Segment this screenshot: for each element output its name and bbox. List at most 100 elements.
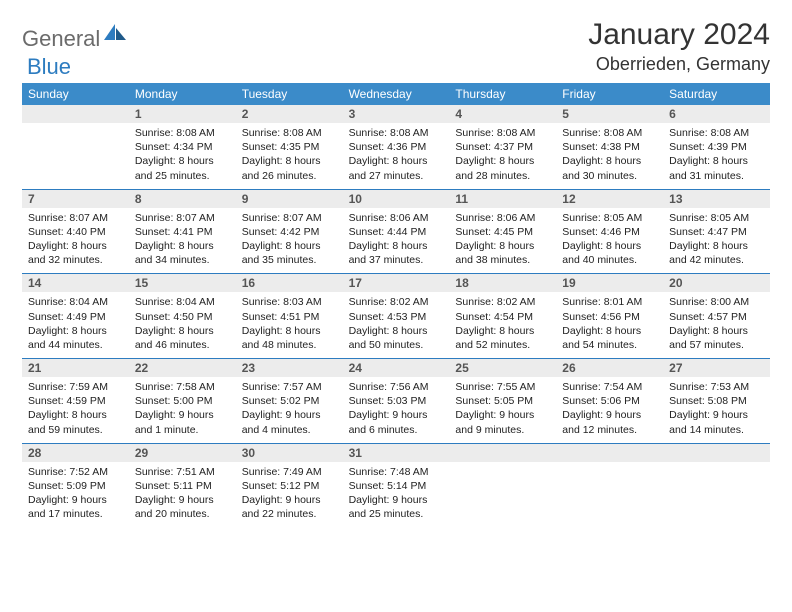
day-detail-line: Sunrise: 8:08 AM	[562, 126, 657, 140]
calendar-day-cell: 17Sunrise: 8:02 AMSunset: 4:53 PMDayligh…	[343, 274, 450, 358]
day-detail-line: Sunset: 5:11 PM	[135, 479, 230, 493]
day-detail-line: and 44 minutes.	[28, 338, 123, 352]
day-detail-line: Sunrise: 7:51 AM	[135, 465, 230, 479]
calendar-week-row: 14Sunrise: 8:04 AMSunset: 4:49 PMDayligh…	[22, 273, 770, 358]
day-detail-line: Sunrise: 7:55 AM	[455, 380, 550, 394]
day-number: 10	[343, 190, 450, 208]
calendar-day-cell: 16Sunrise: 8:03 AMSunset: 4:51 PMDayligh…	[236, 274, 343, 358]
day-detail-line: and 32 minutes.	[28, 253, 123, 267]
day-detail-line: and 9 minutes.	[455, 423, 550, 437]
day-number: 5	[556, 105, 663, 123]
day-number: 27	[663, 359, 770, 377]
calendar-day-cell: 19Sunrise: 8:01 AMSunset: 4:56 PMDayligh…	[556, 274, 663, 358]
day-detail-line: Sunset: 5:14 PM	[349, 479, 444, 493]
day-number: 4	[449, 105, 556, 123]
calendar-day-cell: 23Sunrise: 7:57 AMSunset: 5:02 PMDayligh…	[236, 359, 343, 443]
day-details: Sunrise: 8:06 AMSunset: 4:44 PMDaylight:…	[343, 208, 450, 274]
day-detail-line: Sunrise: 8:00 AM	[669, 295, 764, 309]
day-number	[663, 444, 770, 462]
day-detail-line: Sunset: 4:36 PM	[349, 140, 444, 154]
calendar-day-cell	[556, 444, 663, 528]
day-detail-line: Sunrise: 8:06 AM	[455, 211, 550, 225]
calendar-week-row: 21Sunrise: 7:59 AMSunset: 4:59 PMDayligh…	[22, 358, 770, 443]
day-detail-line: Sunrise: 8:02 AM	[349, 295, 444, 309]
calendar-day-cell: 5Sunrise: 8:08 AMSunset: 4:38 PMDaylight…	[556, 105, 663, 189]
calendar-day-cell: 18Sunrise: 8:02 AMSunset: 4:54 PMDayligh…	[449, 274, 556, 358]
day-detail-line: Sunset: 4:53 PM	[349, 310, 444, 324]
day-number	[556, 444, 663, 462]
day-detail-line: Sunset: 5:08 PM	[669, 394, 764, 408]
day-detail-line: and 1 minute.	[135, 423, 230, 437]
day-detail-line: Sunrise: 8:08 AM	[242, 126, 337, 140]
calendar-day-cell	[449, 444, 556, 528]
day-details: Sunrise: 7:53 AMSunset: 5:08 PMDaylight:…	[663, 377, 770, 443]
day-detail-line: Sunset: 4:46 PM	[562, 225, 657, 239]
day-detail-line: and 34 minutes.	[135, 253, 230, 267]
day-detail-line: Sunset: 5:06 PM	[562, 394, 657, 408]
day-detail-line: Daylight: 8 hours	[562, 154, 657, 168]
day-detail-line: Sunrise: 8:05 AM	[562, 211, 657, 225]
day-details: Sunrise: 8:07 AMSunset: 4:41 PMDaylight:…	[129, 208, 236, 274]
day-number: 19	[556, 274, 663, 292]
day-number: 28	[22, 444, 129, 462]
calendar-day-cell: 7Sunrise: 8:07 AMSunset: 4:40 PMDaylight…	[22, 190, 129, 274]
day-details: Sunrise: 8:00 AMSunset: 4:57 PMDaylight:…	[663, 292, 770, 358]
day-detail-line: Daylight: 9 hours	[242, 408, 337, 422]
day-detail-line: Sunrise: 7:58 AM	[135, 380, 230, 394]
day-number: 26	[556, 359, 663, 377]
day-detail-line: Sunset: 4:35 PM	[242, 140, 337, 154]
day-detail-line: Sunrise: 7:49 AM	[242, 465, 337, 479]
day-detail-line: Sunrise: 8:01 AM	[562, 295, 657, 309]
day-detail-line: Daylight: 8 hours	[242, 239, 337, 253]
day-detail-line: Sunset: 4:59 PM	[28, 394, 123, 408]
calendar-day-cell: 3Sunrise: 8:08 AMSunset: 4:36 PMDaylight…	[343, 105, 450, 189]
day-number: 20	[663, 274, 770, 292]
day-details: Sunrise: 8:02 AMSunset: 4:54 PMDaylight:…	[449, 292, 556, 358]
weekday-label: Thursday	[449, 83, 556, 105]
day-detail-line: Daylight: 8 hours	[28, 239, 123, 253]
day-detail-line: and 42 minutes.	[669, 253, 764, 267]
day-number: 24	[343, 359, 450, 377]
day-detail-line: Sunset: 4:50 PM	[135, 310, 230, 324]
calendar-day-cell: 8Sunrise: 8:07 AMSunset: 4:41 PMDaylight…	[129, 190, 236, 274]
day-detail-line: and 31 minutes.	[669, 169, 764, 183]
calendar-day-cell: 13Sunrise: 8:05 AMSunset: 4:47 PMDayligh…	[663, 190, 770, 274]
day-details: Sunrise: 8:08 AMSunset: 4:36 PMDaylight:…	[343, 123, 450, 189]
title-block: January 2024 Oberrieden, Germany	[588, 18, 770, 75]
weekday-label: Saturday	[663, 83, 770, 105]
day-number: 30	[236, 444, 343, 462]
day-detail-line: Sunset: 4:49 PM	[28, 310, 123, 324]
day-details: Sunrise: 8:01 AMSunset: 4:56 PMDaylight:…	[556, 292, 663, 358]
day-details: Sunrise: 7:59 AMSunset: 4:59 PMDaylight:…	[22, 377, 129, 443]
day-number: 3	[343, 105, 450, 123]
day-detail-line: Sunrise: 8:07 AM	[28, 211, 123, 225]
day-number: 21	[22, 359, 129, 377]
day-number: 8	[129, 190, 236, 208]
day-detail-line: Daylight: 8 hours	[562, 324, 657, 338]
day-detail-line: Sunrise: 7:54 AM	[562, 380, 657, 394]
day-detail-line: Daylight: 9 hours	[135, 408, 230, 422]
day-number: 23	[236, 359, 343, 377]
day-detail-line: and 14 minutes.	[669, 423, 764, 437]
day-number: 25	[449, 359, 556, 377]
day-details: Sunrise: 8:07 AMSunset: 4:42 PMDaylight:…	[236, 208, 343, 274]
day-detail-line: Sunrise: 7:53 AM	[669, 380, 764, 394]
calendar-week-row: 28Sunrise: 7:52 AMSunset: 5:09 PMDayligh…	[22, 443, 770, 528]
calendar-day-cell: 15Sunrise: 8:04 AMSunset: 4:50 PMDayligh…	[129, 274, 236, 358]
day-number: 31	[343, 444, 450, 462]
day-detail-line: and 28 minutes.	[455, 169, 550, 183]
day-detail-line: Daylight: 8 hours	[455, 324, 550, 338]
calendar-day-cell: 10Sunrise: 8:06 AMSunset: 4:44 PMDayligh…	[343, 190, 450, 274]
day-number: 15	[129, 274, 236, 292]
day-detail-line: and 26 minutes.	[242, 169, 337, 183]
logo: General	[22, 18, 128, 53]
day-details: Sunrise: 8:02 AMSunset: 4:53 PMDaylight:…	[343, 292, 450, 358]
day-detail-line: Sunrise: 8:08 AM	[455, 126, 550, 140]
day-detail-line: Daylight: 9 hours	[349, 408, 444, 422]
day-detail-line: and 54 minutes.	[562, 338, 657, 352]
calendar-day-cell	[22, 105, 129, 189]
day-number: 2	[236, 105, 343, 123]
day-detail-line: and 52 minutes.	[455, 338, 550, 352]
calendar-day-cell: 14Sunrise: 8:04 AMSunset: 4:49 PMDayligh…	[22, 274, 129, 358]
calendar-day-cell: 24Sunrise: 7:56 AMSunset: 5:03 PMDayligh…	[343, 359, 450, 443]
